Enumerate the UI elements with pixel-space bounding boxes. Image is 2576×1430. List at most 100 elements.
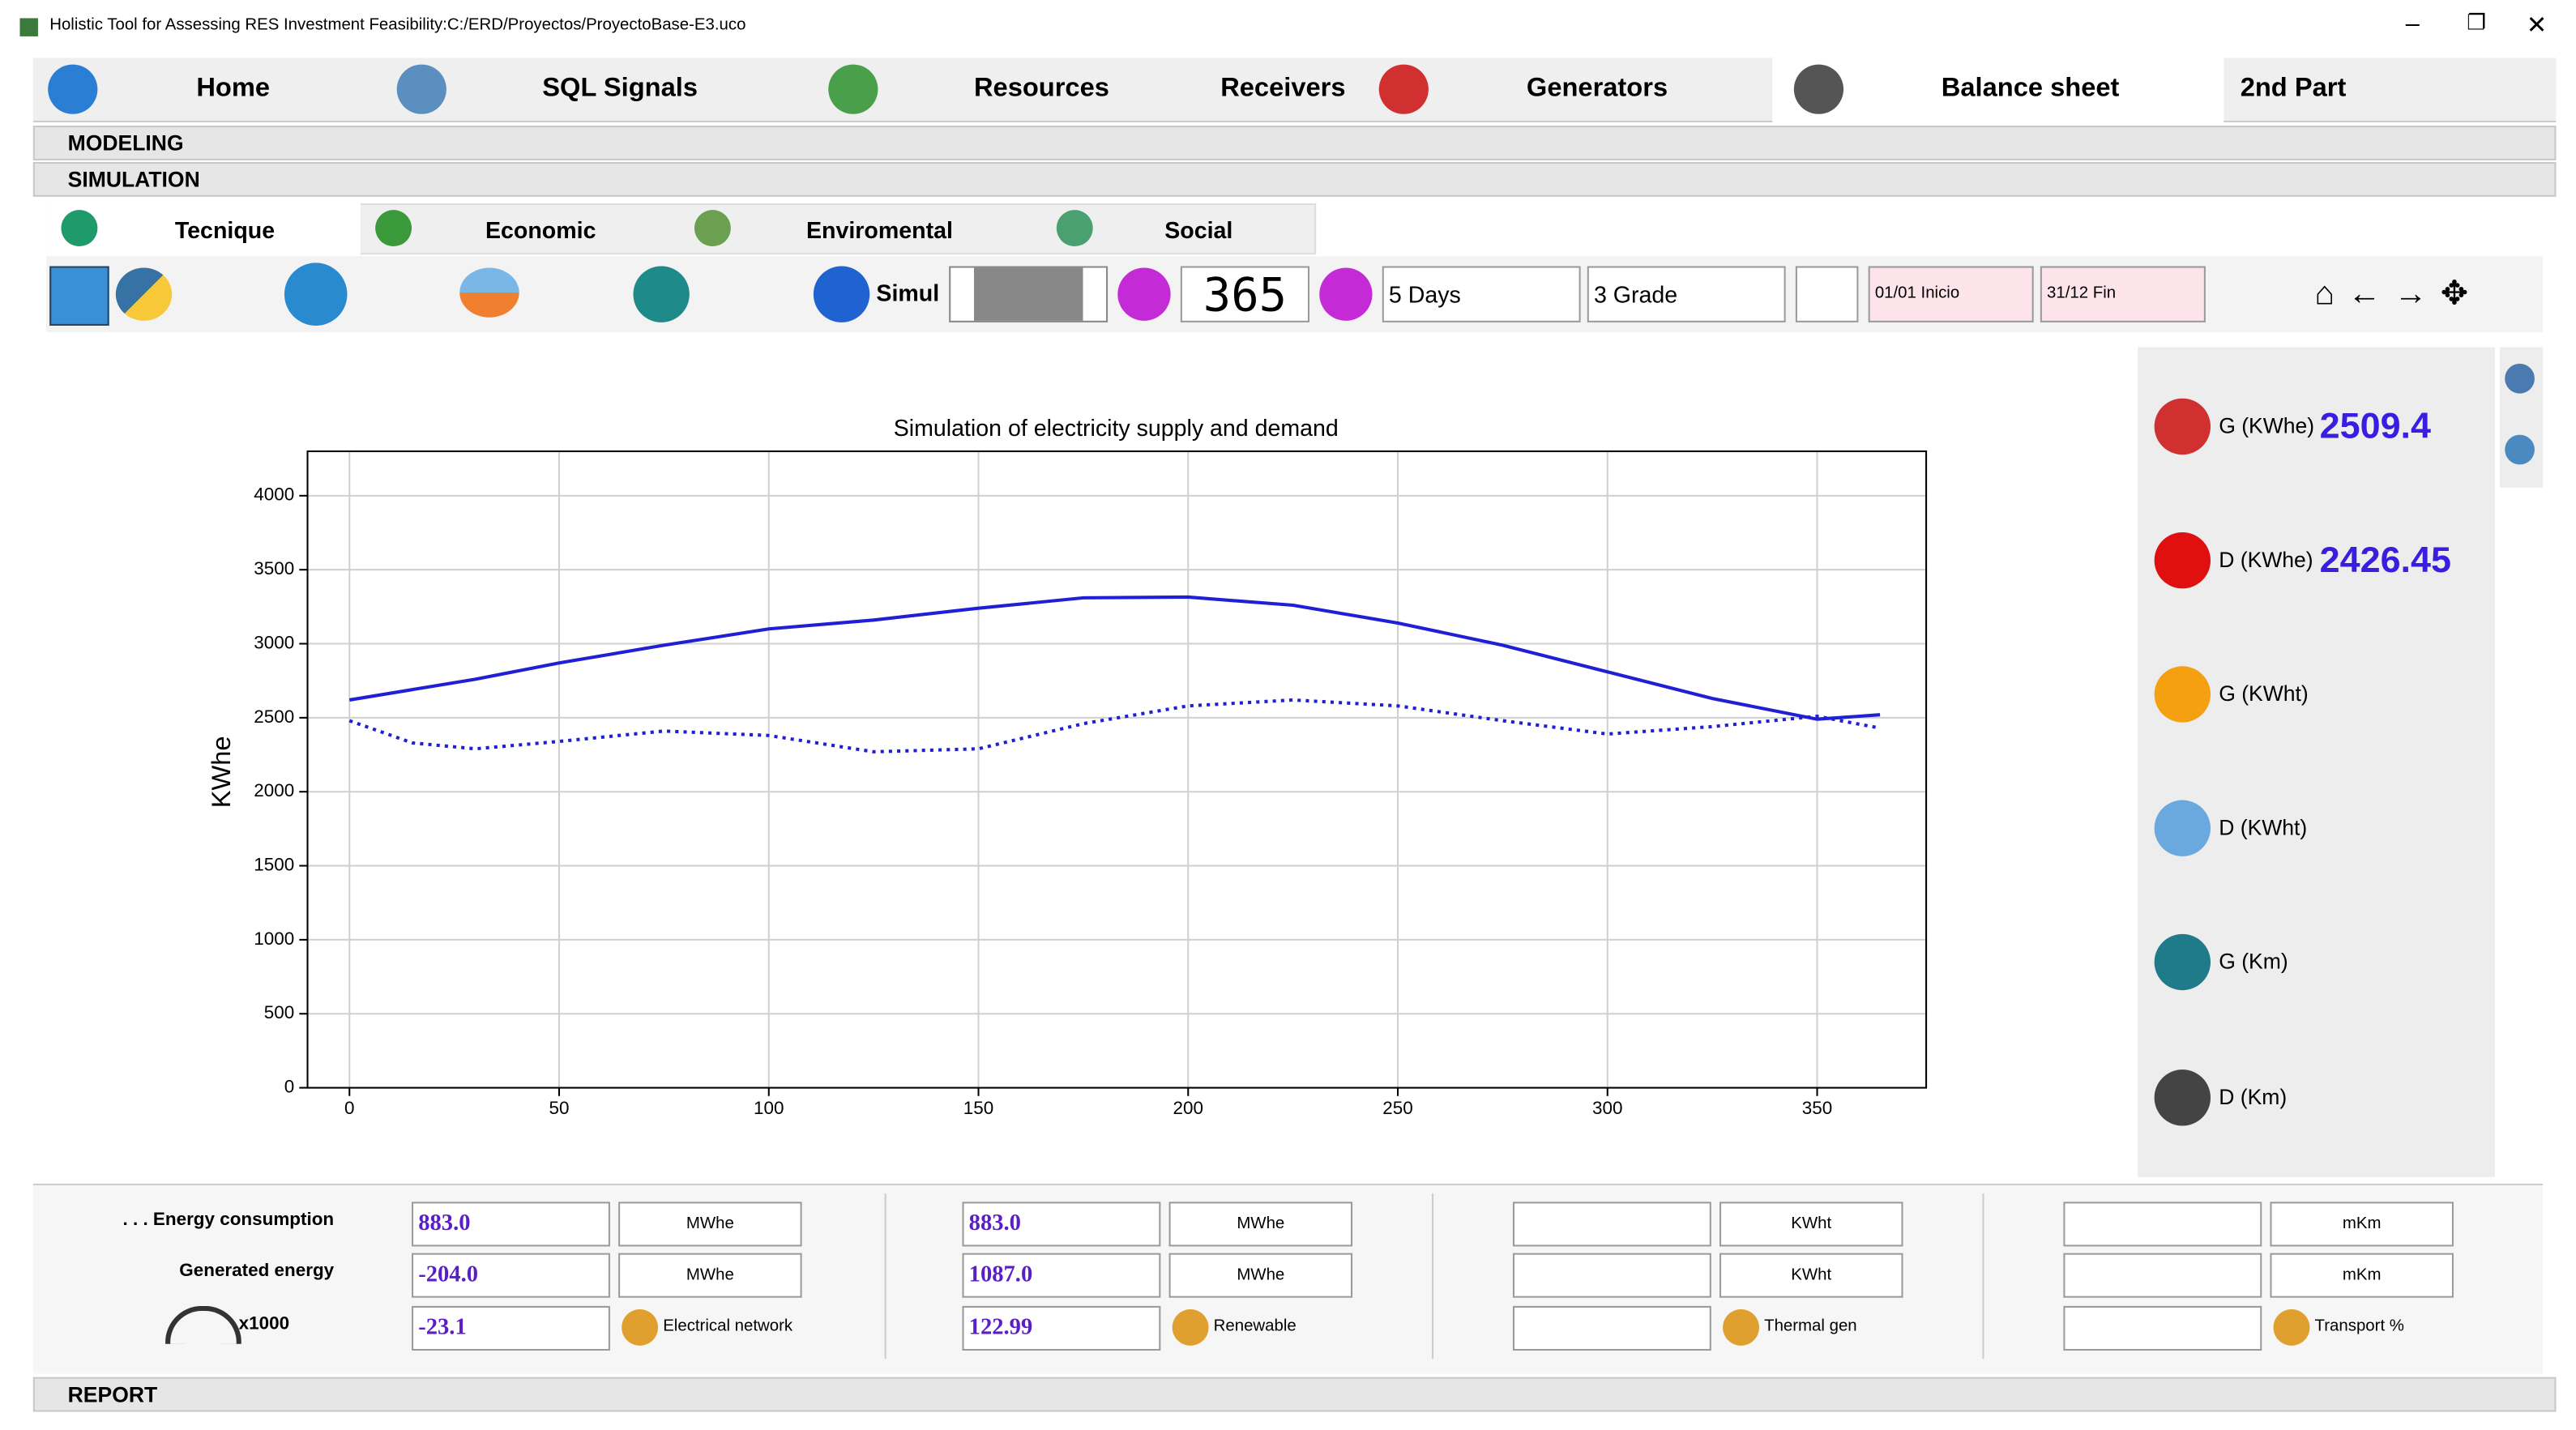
sub-tab-icon <box>61 210 98 247</box>
separator <box>1982 1193 1984 1360</box>
sub-tab[interactable]: Tecnique <box>174 216 276 243</box>
indicator-label: D (Km) <box>2219 1084 2288 1110</box>
step-spinbox[interactable]: 5 Days <box>1382 266 1581 322</box>
unit-box[interactable]: mKm <box>2270 1253 2454 1298</box>
indicator-icon <box>2154 800 2211 856</box>
nav-toolbar[interactable]: ⌂←→✥ <box>2314 275 2482 313</box>
y-tick-label: 3000 <box>254 632 294 652</box>
y-tick-label: 4000 <box>254 484 294 505</box>
row-label: x1000 <box>238 1314 290 1334</box>
chart-background <box>46 347 2134 1177</box>
start-date[interactable]: 01/01 Inicio <box>1868 266 2034 322</box>
main-tab[interactable]: Home <box>196 74 271 103</box>
main-tab[interactable]: 2nd Part <box>2240 74 2347 103</box>
x-tick-label: 0 <box>344 1098 354 1118</box>
tab-icon <box>48 64 98 114</box>
slider[interactable] <box>949 266 1109 322</box>
tab-icon <box>1378 64 1429 114</box>
close-button[interactable]: ✕ <box>2526 11 2548 40</box>
chart-button[interactable] <box>1795 266 1859 322</box>
indicator-label: D (KWht) <box>2219 814 2308 840</box>
chart-title: Simulation of electricity supply and dem… <box>894 416 1339 442</box>
sub-tab-icon <box>1056 210 1093 247</box>
value-box <box>1512 1305 1711 1351</box>
settings-button[interactable] <box>284 263 348 326</box>
sub-tab[interactable]: Social <box>1164 216 1233 243</box>
unit-box[interactable]: MWhe <box>618 1202 802 1247</box>
indicator-label: G (KWhe) <box>2219 413 2315 438</box>
y-tick-label: 0 <box>284 1077 294 1097</box>
sub-tab-icon <box>694 210 731 247</box>
indicator-label: G (Km) <box>2219 949 2288 974</box>
modeling-bar[interactable]: MODELING <box>32 126 2557 160</box>
monitor-button[interactable] <box>49 266 109 326</box>
minimize-button[interactable]: – <box>2405 10 2420 38</box>
report-bar[interactable]: REPORT <box>32 1377 2557 1412</box>
unit-label: Electrical network <box>663 1317 793 1336</box>
unit-label: Transport % <box>2314 1317 2404 1336</box>
indicator-value: 2509.4 <box>2319 404 2431 446</box>
grade-spinbox[interactable]: 3 Grade <box>1587 266 1786 322</box>
indicator-icon <box>2154 666 2211 723</box>
x-tick-label: 300 <box>1592 1098 1622 1118</box>
day-counter: 365 <box>1180 266 1309 322</box>
x-tick-label: 150 <box>963 1098 993 1118</box>
rewind-button[interactable] <box>1117 267 1171 321</box>
y-tick-label: 3500 <box>254 558 294 578</box>
indicator-label: G (KWht) <box>2219 681 2309 706</box>
y-tick-label: 500 <box>264 1002 294 1022</box>
x-tick-label: 50 <box>549 1098 570 1118</box>
transport-button[interactable] <box>633 266 690 322</box>
value-box: 883.0 <box>412 1202 610 1247</box>
unit-box[interactable]: KWht <box>1719 1202 1903 1247</box>
unit-box[interactable]: MWhe <box>618 1253 802 1298</box>
unit-box[interactable]: mKm <box>2270 1202 2454 1247</box>
tab-icon <box>396 64 446 114</box>
value-box: 1087.0 <box>962 1253 1161 1298</box>
plot-frame <box>306 450 1928 1089</box>
main-tab[interactable]: Balance sheet <box>1941 74 2120 103</box>
value-box <box>1512 1202 1711 1247</box>
end-date[interactable]: 31/12 Fin <box>2040 266 2206 322</box>
x-tick-label: 350 <box>1802 1098 1832 1118</box>
unit-label: Thermal gen <box>1764 1317 1857 1336</box>
simulation-bar[interactable]: SIMULATION <box>32 161 2557 197</box>
unit-box[interactable]: MWhe <box>1168 1202 1353 1247</box>
unit-box[interactable]: KWht <box>1719 1253 1903 1298</box>
separator <box>1431 1193 1434 1360</box>
value-box <box>2063 1305 2262 1351</box>
row-label: Generated energy <box>179 1261 335 1282</box>
percent-icon <box>1723 1308 1759 1346</box>
restore-button[interactable]: ❐ <box>2467 10 2487 35</box>
y-tick-label: 2000 <box>254 780 294 800</box>
indicator-icon <box>2154 532 2211 589</box>
unit-box[interactable]: MWhe <box>1168 1253 1353 1298</box>
side-tools-button[interactable] <box>2505 434 2535 465</box>
main-tab[interactable]: Resources <box>973 74 1109 103</box>
indicator-icon <box>2154 933 2211 991</box>
side-globe[interactable] <box>2505 363 2535 394</box>
indicator-icon <box>2154 398 2211 455</box>
play-button[interactable] <box>813 266 870 322</box>
main-tab[interactable]: Receivers <box>1220 74 1346 103</box>
value-box: 122.99 <box>962 1305 1161 1351</box>
value-box <box>2063 1202 2262 1247</box>
main-tab[interactable]: SQL Signals <box>542 74 698 103</box>
y-tick-label: 1000 <box>254 928 294 949</box>
separator <box>884 1193 886 1360</box>
x-tick-label: 250 <box>1382 1098 1412 1118</box>
python-button[interactable] <box>115 267 173 321</box>
y-tick-label: 1500 <box>254 854 294 874</box>
app-icon <box>19 18 38 36</box>
unit-label: Renewable <box>1213 1317 1297 1336</box>
x-tick-label: 100 <box>754 1098 784 1118</box>
selected-sub-tab-bg <box>46 203 361 257</box>
sub-tab[interactable]: Economic <box>485 216 596 243</box>
sub-tab[interactable]: Enviromental <box>805 216 953 243</box>
indicator-icon <box>2154 1069 2211 1126</box>
data-line <box>348 595 1881 721</box>
thermal-button[interactable] <box>459 267 519 318</box>
main-tab[interactable]: Generators <box>1526 74 1668 103</box>
percent-icon <box>622 1308 659 1346</box>
forward-button[interactable] <box>1319 267 1373 321</box>
